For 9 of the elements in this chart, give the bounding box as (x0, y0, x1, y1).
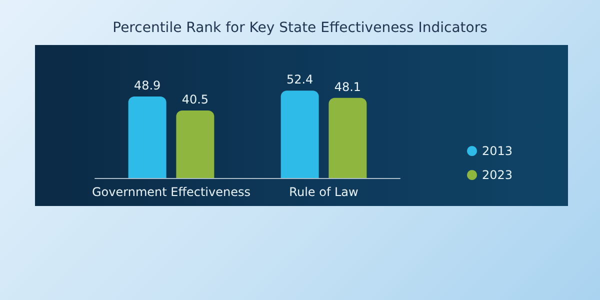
data-label: 48.9 (134, 78, 161, 92)
x-tick-label: Rule of Law (289, 185, 359, 199)
legend-label: 2023 (482, 168, 513, 182)
x-tick-label: Government Effectiveness (92, 185, 250, 199)
data-label: 52.4 (286, 72, 314, 87)
data-label: 40.5 (182, 92, 209, 106)
data-label: 48.1 (334, 80, 362, 94)
legend-label: 2013 (482, 144, 513, 158)
chart-title: Percentile Rank for Key State Effectiveness Indicators (112, 20, 488, 36)
